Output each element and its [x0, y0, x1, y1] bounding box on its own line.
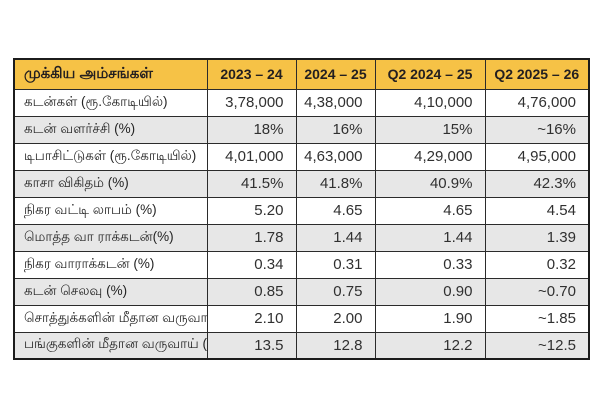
value-cell: 12.2 — [374, 331, 486, 360]
value-cell: 0.34 — [206, 250, 297, 279]
row-label: டிபாசிட்டுகள் (ரூ.கோடியில்) — [13, 142, 208, 171]
value-cell: 4,95,000 — [484, 142, 590, 171]
value-cell: 41.8% — [295, 169, 376, 198]
value-cell: 15% — [374, 115, 486, 144]
table-row-loans: கடன்கள் (ரூ.கோடியில்) 3,78,000 4,38,000 … — [13, 88, 590, 117]
table-row-return-on-assets: சொத்துக்களின் மீதான வருவாய் (%) 2.10 2.0… — [13, 304, 590, 333]
value-cell: ~12.5 — [484, 331, 590, 360]
value-cell: 18% — [206, 115, 297, 144]
value-cell: 41.5% — [206, 169, 297, 198]
value-cell: 4,01,000 — [206, 142, 297, 171]
row-label: நிகர வாராக்கடன் (%) — [13, 250, 208, 279]
col-header-2024-25: 2024 – 25 — [295, 58, 376, 90]
value-cell: 4.65 — [374, 196, 486, 225]
value-cell: ~1.85 — [484, 304, 590, 333]
table-row-net-interest-margin: நிகர வட்டி லாபம் (%) 5.20 4.65 4.65 4.54 — [13, 196, 590, 225]
value-cell: 12.8 — [295, 331, 376, 360]
value-cell: 3,78,000 — [206, 88, 297, 117]
value-cell: 0.31 — [295, 250, 376, 279]
value-cell: 42.3% — [484, 169, 590, 198]
value-cell: 1.78 — [206, 223, 297, 252]
value-cell: 4,10,000 — [374, 88, 486, 117]
value-cell: 13.5 — [206, 331, 297, 360]
col-header-2023-24: 2023 – 24 — [206, 58, 297, 90]
row-label: மொத்த வா ராக்கடன்(%) — [13, 223, 208, 252]
value-cell: 40.9% — [374, 169, 486, 198]
value-cell: 2.00 — [295, 304, 376, 333]
value-cell: 4,38,000 — [295, 88, 376, 117]
row-label: கடன் வளர்ச்சி (%) — [13, 115, 208, 144]
row-label: சொத்துக்களின் மீதான வருவாய் (%) — [13, 304, 208, 333]
key-highlights-table: முக்கிய அம்சங்கள் 2023 – 24 2024 – 25 Q2… — [13, 58, 590, 360]
header-row: முக்கிய அம்சங்கள் 2023 – 24 2024 – 25 Q2… — [13, 58, 590, 90]
row-label: கடன்கள் (ரூ.கோடியில்) — [13, 88, 208, 117]
value-cell: 4,76,000 — [484, 88, 590, 117]
value-cell: 5.20 — [206, 196, 297, 225]
table-row-deposits: டிபாசிட்டுகள் (ரூ.கோடியில்) 4,01,000 4,6… — [13, 142, 590, 171]
table-row-return-on-equity: பங்குகளின் மீதான வருவாய் (%) 13.5 12.8 1… — [13, 331, 590, 360]
col-header-q2-2025-26: Q2 2025 – 26 — [484, 58, 590, 90]
value-cell: 16% — [295, 115, 376, 144]
table-row-loan-growth: கடன் வளர்ச்சி (%) 18% 16% 15% ~16% — [13, 115, 590, 144]
value-cell: 2.10 — [206, 304, 297, 333]
table-row-gross-npa: மொத்த வா ராக்கடன்(%) 1.78 1.44 1.44 1.39 — [13, 223, 590, 252]
value-cell: 4.54 — [484, 196, 590, 225]
value-cell: 1.39 — [484, 223, 590, 252]
table-row-net-npa: நிகர வாராக்கடன் (%) 0.34 0.31 0.33 0.32 — [13, 250, 590, 279]
value-cell: 0.90 — [374, 277, 486, 306]
value-cell: 1.44 — [295, 223, 376, 252]
value-cell: 4,29,000 — [374, 142, 486, 171]
row-label: நிகர வட்டி லாபம் (%) — [13, 196, 208, 225]
value-cell: 0.33 — [374, 250, 486, 279]
row-label: காசா விகிதம் (%) — [13, 169, 208, 198]
value-cell: 0.85 — [206, 277, 297, 306]
value-cell: 1.90 — [374, 304, 486, 333]
table-row-casa-ratio: காசா விகிதம் (%) 41.5% 41.8% 40.9% 42.3% — [13, 169, 590, 198]
table-title-cell: முக்கிய அம்சங்கள் — [13, 58, 208, 90]
row-label: கடன் செலவு (%) — [13, 277, 208, 306]
value-cell: ~16% — [484, 115, 590, 144]
table-row-credit-cost: கடன் செலவு (%) 0.85 0.75 0.90 ~0.70 — [13, 277, 590, 306]
row-label: பங்குகளின் மீதான வருவாய் (%) — [13, 331, 208, 360]
col-header-q2-2024-25: Q2 2024 – 25 — [374, 58, 486, 90]
value-cell: 1.44 — [374, 223, 486, 252]
value-cell: 0.75 — [295, 277, 376, 306]
value-cell: 0.32 — [484, 250, 590, 279]
value-cell: ~0.70 — [484, 277, 590, 306]
value-cell: 4.65 — [295, 196, 376, 225]
value-cell: 4,63,000 — [295, 142, 376, 171]
